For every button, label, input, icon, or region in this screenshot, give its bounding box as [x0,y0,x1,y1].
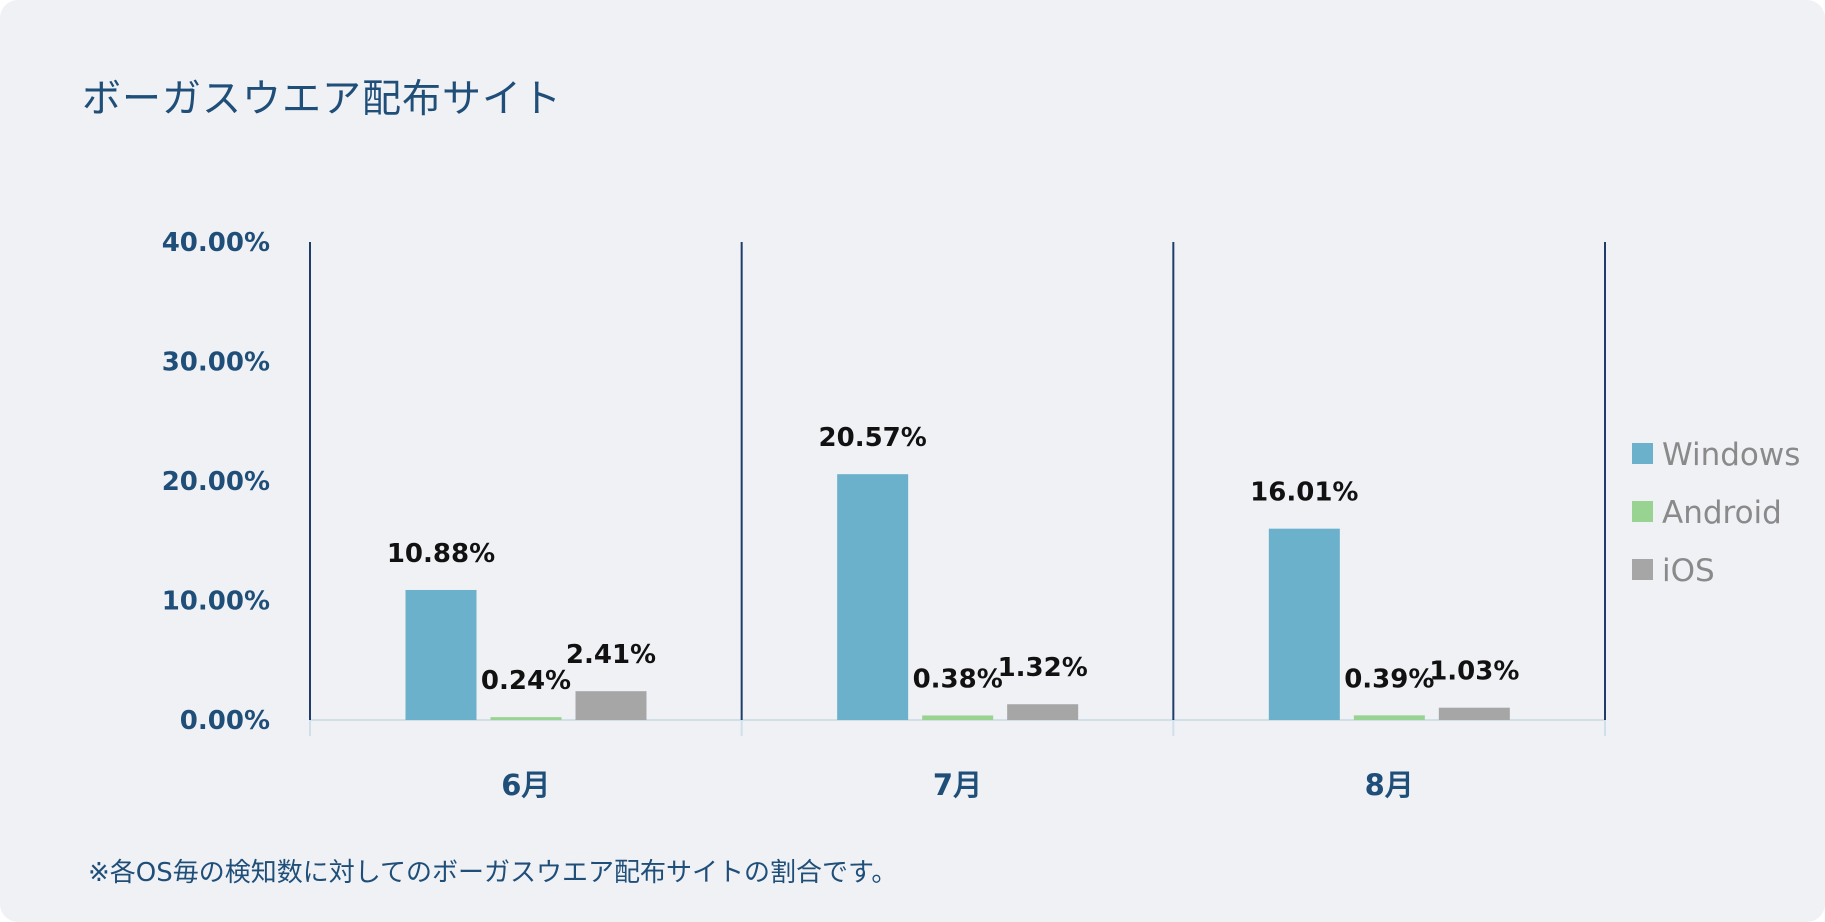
data-label: 16.01% [1250,478,1358,508]
bar-windows-3 [1268,528,1340,720]
legend-label-ios: iOS [1662,553,1715,589]
legend-label-android: Android [1662,495,1782,531]
legend-swatch-android [1632,501,1653,522]
bar-android-3 [1353,715,1425,720]
data-label: 0.39% [1344,664,1434,694]
data-label: 1.32% [998,653,1088,683]
data-label: 2.41% [566,640,656,670]
data-label: 0.38% [913,664,1003,694]
bar-android-1 [490,717,562,720]
legend-swatch-windows [1632,443,1653,464]
data-label: 10.88% [387,539,495,569]
bar-ios-1 [575,691,647,720]
data-label: 20.57% [819,423,927,453]
x-tick-label: 6月 [501,768,550,802]
bar-windows-2 [837,474,909,720]
bar-ios-3 [1438,707,1510,720]
chart-footnote: ※各OS毎の検知数に対してのボーガスウエア配布サイトの割合です。 [88,858,898,888]
bar-ios-2 [1007,704,1079,720]
y-tick-label: 0.00% [180,706,270,736]
y-tick-label: 20.00% [162,467,270,497]
data-label: 1.03% [1429,657,1519,687]
x-tick-label: 8月 [1365,768,1414,802]
legend-label-windows: Windows [1662,437,1800,473]
y-tick-label: 30.00% [162,348,270,378]
bar-android-2 [922,715,994,720]
y-tick-label: 40.00% [162,228,270,258]
chart-title: ボーガスウエア配布サイト [82,77,563,122]
y-tick-label: 10.00% [162,587,270,617]
bar-windows-1 [405,589,477,720]
legend-swatch-ios [1632,559,1653,580]
x-tick-label: 7月 [933,768,982,802]
data-label: 0.24% [481,666,571,696]
